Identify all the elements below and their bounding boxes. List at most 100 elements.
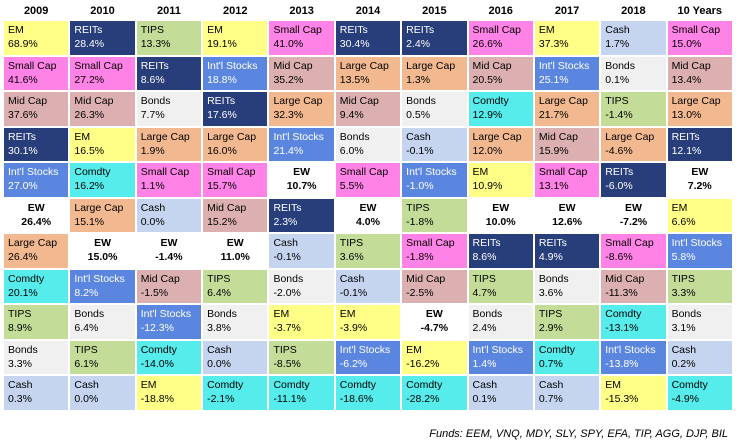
return-value: 2.4% <box>406 38 431 50</box>
return-value: 10.7% <box>286 180 317 192</box>
return-value: 20.5% <box>472 73 503 86</box>
column-header: 2014 <box>355 5 381 17</box>
return-value: -18.6% <box>339 393 374 405</box>
return-cell: REITs 2.4% <box>401 20 468 56</box>
return-value: 6.6% <box>671 215 696 228</box>
return-cell: REITs 17.6% <box>202 91 269 127</box>
return-cell: Mid Cap 20.5% <box>467 55 534 91</box>
return-value: 41.0% <box>273 38 304 50</box>
return-value: 1.4% <box>472 357 497 370</box>
return-cell: Large Cap 16.0% <box>202 126 269 162</box>
asset-class-label: Small Cap <box>671 24 721 36</box>
return-cell: Mid Cap 35.2% <box>268 55 335 91</box>
return-cell: Mid Cap -2.5% <box>401 268 468 304</box>
return-value: 15.1% <box>74 215 105 228</box>
return-value: 12.0% <box>472 144 503 157</box>
return-value: 8.9% <box>8 322 32 334</box>
asset-class-label: EW <box>359 201 377 214</box>
return-cell: EW -4.7% <box>401 304 468 340</box>
return-cell: Mid Cap 15.2% <box>202 197 269 233</box>
asset-class-label: Mid Cap <box>207 201 247 214</box>
return-value: 11.0% <box>220 251 250 263</box>
return-cell: Comdty -18.6% <box>334 375 402 411</box>
return-cell: EM -15.3% <box>600 375 667 411</box>
asset-class-label: Cash <box>472 379 498 391</box>
return-cell: Small Cap 15.0% <box>666 20 733 56</box>
return-cell: Cash -0.1% <box>401 126 468 162</box>
asset-class-label: EM <box>472 166 489 178</box>
return-value: 0.1% <box>472 393 497 405</box>
asset-class-label: EM <box>273 308 290 320</box>
return-cell: Cash 0.1% <box>467 375 534 411</box>
asset-class-label: Bonds <box>8 343 38 356</box>
asset-class-label: REITs <box>605 166 634 178</box>
return-value: 26.4% <box>21 215 52 228</box>
return-cell: Int'l Stocks 1.4% <box>467 339 534 375</box>
return-cell: REITs 4.9% <box>533 233 601 269</box>
asset-class-label: Small Cap <box>472 24 521 36</box>
return-cell: REITs -6.0% <box>600 162 667 198</box>
return-value: 3.8% <box>207 322 232 334</box>
asset-class-label: Large Cap <box>671 95 721 107</box>
return-cell: Bonds 3.3% <box>3 339 70 375</box>
return-value: 26.4% <box>8 251 38 263</box>
asset-class-label: EW <box>425 308 443 320</box>
column-header: 2009 <box>23 5 49 17</box>
column-header: 2016 <box>488 5 513 17</box>
asset-class-label: Int'l Stocks <box>207 59 258 72</box>
return-cell: Bonds 3.1% <box>666 304 733 340</box>
return-value: 3.3% <box>671 286 696 299</box>
return-value: 0.5% <box>406 109 431 121</box>
return-cell: Comdty -4.9% <box>666 375 733 411</box>
return-cell: Mid Cap 9.4% <box>334 91 402 127</box>
asset-class-label: Bonds <box>140 95 171 107</box>
return-cell: TIPS 3.3% <box>666 268 733 304</box>
asset-class-label: REITs <box>140 59 169 72</box>
return-cell: REITs 28.4% <box>69 20 136 56</box>
return-cell: Mid Cap -1.5% <box>135 268 203 304</box>
return-value: 6.0% <box>339 144 364 157</box>
return-value: 1.7% <box>605 38 630 50</box>
return-value: -0.1% <box>339 286 368 299</box>
asset-class-label: EM <box>671 201 688 214</box>
return-cell: Comdty 0.7% <box>533 339 601 375</box>
return-value: 0.1% <box>605 73 630 86</box>
return-value: 8.6% <box>140 73 165 86</box>
return-value: -4.9% <box>671 393 700 405</box>
asset-class-label: Int'l Stocks <box>605 343 656 356</box>
return-cell: Comdty -14.0% <box>135 339 203 375</box>
return-cell: Bonds 2.4% <box>467 304 534 340</box>
return-cell: TIPS -8.5% <box>268 339 335 375</box>
return-cell: Small Cap 5.5% <box>334 162 402 198</box>
return-cell: Large Cap 13.5% <box>334 55 402 91</box>
return-cell: Comdty -28.2% <box>401 375 468 411</box>
asset-class-label: Cash <box>74 379 99 391</box>
return-cell: Small Cap -1.8% <box>401 233 468 269</box>
table-row: Cash 0.3% Cash 0.0% EM -18.8% Comdty -2.1% Comdt… <box>3 375 733 411</box>
return-value: -13.1% <box>605 322 639 334</box>
asset-class-label: EM <box>74 130 91 143</box>
asset-class-label: EW <box>624 201 642 214</box>
return-value: 12.6% <box>552 215 582 228</box>
table-row: Large Cap 26.4% EW 15.0% EW -1.4% EW 11.0% Cash -… <box>3 233 733 269</box>
return-value: 16.2% <box>74 180 105 192</box>
return-value: 37.3% <box>538 38 569 50</box>
asset-class-label: Int'l Stocks <box>8 166 59 178</box>
asset-class-label: EM <box>406 343 422 356</box>
return-value: 3.6% <box>538 286 563 299</box>
return-value: 1.3% <box>406 73 431 86</box>
column-header: 2015 <box>422 5 447 17</box>
return-value: -1.0% <box>406 180 434 192</box>
asset-class-label: TIPS <box>339 237 364 249</box>
return-cell: Bonds 6.0% <box>334 126 402 162</box>
return-cell: Comdty -2.1% <box>202 375 269 411</box>
return-value: 0.2% <box>671 357 696 370</box>
asset-class-label: TIPS <box>671 272 695 285</box>
return-cell: Small Cap 26.6% <box>467 20 534 56</box>
return-value: -16.2% <box>406 357 440 370</box>
return-cell: Small Cap 15.7% <box>202 162 269 198</box>
asset-class-label: EW <box>558 201 576 214</box>
return-cell: Large Cap 1.9% <box>135 126 203 162</box>
asset-class-label: Large Cap <box>538 95 588 107</box>
table-row: TIPS 8.9% Bonds 6.4% Int'l Stocks -12.3% Bonds… <box>3 304 733 340</box>
